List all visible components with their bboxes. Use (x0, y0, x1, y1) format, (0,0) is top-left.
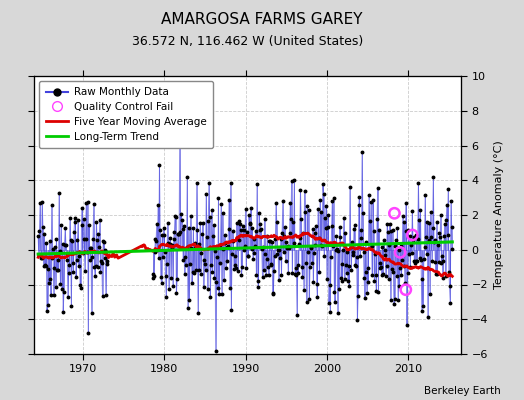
Text: AMARGOSA FARMS GAREY: AMARGOSA FARMS GAREY (161, 12, 363, 27)
Point (396, 249, 405, 256)
Legend: Raw Monthly Data, Quality Control Fail, Five Year Moving Average, Long-Term Tren: Raw Monthly Data, Quality Control Fail, … (39, 81, 213, 148)
Text: Berkeley Earth: Berkeley Earth (424, 386, 500, 396)
Point (408, 232, 417, 238)
Title: 36.572 N, 116.462 W (United States): 36.572 N, 116.462 W (United States) (132, 36, 363, 48)
Point (401, 286, 410, 293)
Y-axis label: Temperature Anomaly (°C): Temperature Anomaly (°C) (494, 141, 504, 289)
Point (390, 210, 399, 216)
